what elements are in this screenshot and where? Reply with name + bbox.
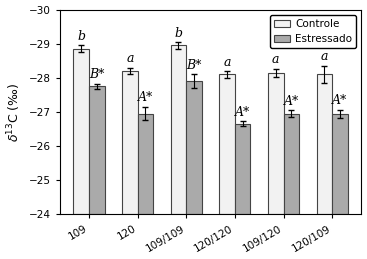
Y-axis label: $\delta$$^{13}$C (‰): $\delta$$^{13}$C (‰) <box>6 82 23 142</box>
Text: a: a <box>272 53 280 66</box>
Text: b: b <box>174 27 182 40</box>
Bar <box>317 74 332 214</box>
Text: a: a <box>224 56 231 69</box>
Bar <box>171 45 186 214</box>
Legend: Controle, Estressado: Controle, Estressado <box>270 15 356 48</box>
Text: b: b <box>77 30 85 43</box>
Bar <box>89 86 105 214</box>
Bar <box>284 114 299 214</box>
Text: A*: A* <box>138 91 153 104</box>
Bar <box>235 124 250 214</box>
Text: A*: A* <box>333 94 348 107</box>
Bar <box>122 71 138 214</box>
Bar <box>73 49 89 214</box>
Text: B*: B* <box>89 68 105 81</box>
Bar <box>219 74 235 214</box>
Text: a: a <box>321 51 328 63</box>
Bar <box>268 73 284 214</box>
Bar <box>332 114 348 214</box>
Bar <box>186 81 202 214</box>
Bar <box>138 114 153 214</box>
Text: B*: B* <box>186 59 202 72</box>
Text: A*: A* <box>235 106 250 119</box>
Text: a: a <box>126 52 134 65</box>
Text: A*: A* <box>284 95 299 108</box>
